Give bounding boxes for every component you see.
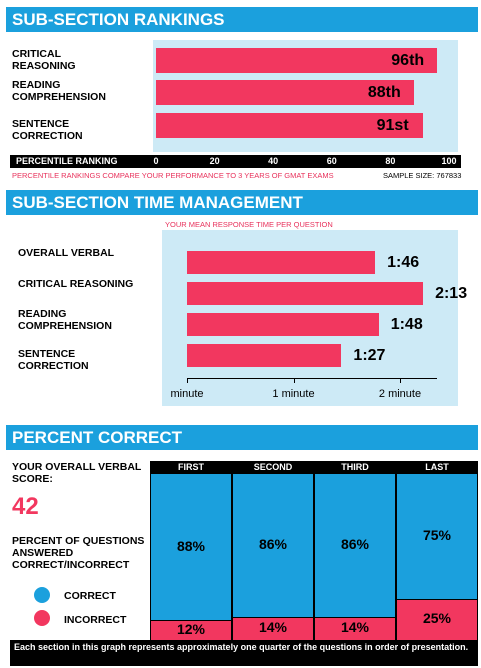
data-label: 86% (258, 536, 288, 553)
tick-label: 2 minute (378, 388, 422, 400)
legend-incorrect-label: INCORRECT (64, 614, 127, 626)
data-label: 1:27 (353, 347, 386, 364)
bar-correct (150, 474, 232, 621)
category-label: READING COMPREHENSION (12, 79, 106, 103)
category-label: SENTENCE CORRECTION (12, 118, 83, 142)
tick-mark (187, 378, 188, 383)
data-label: 75% (422, 527, 452, 544)
legend-correct-swatch (34, 587, 50, 603)
data-label: 14% (340, 619, 370, 636)
bar (187, 344, 342, 367)
bar-incorrect (314, 616, 396, 640)
rankings-axis-bar: PERCENTILE RANKING 0 20 40 60 80 100 (10, 155, 461, 168)
sample-size: SAMPLE SIZE: 767833 (383, 171, 462, 180)
bar-incorrect (150, 620, 232, 640)
time-subtitle: YOUR MEAN RESPONSE TIME PER QUESTION (165, 220, 333, 229)
bar-correct (232, 474, 314, 617)
bar-correct (314, 474, 396, 617)
category-label: SECOND (253, 462, 293, 472)
tick-label: 0 (153, 156, 159, 166)
data-label: 88th (367, 84, 401, 101)
bar-incorrect (232, 616, 314, 640)
tick-label: 1 minute (272, 388, 315, 400)
data-label: 14% (258, 619, 288, 636)
category-label: THIRD (341, 462, 369, 472)
time-title: SUB-SECTION TIME MANAGEMENT (6, 190, 478, 215)
category-label: SENTENCE CORRECTION (18, 348, 89, 372)
data-label: 86% (340, 536, 370, 553)
data-label: 88% (176, 538, 206, 555)
bar (156, 48, 438, 73)
percent-footnote: Each section in this graph represents ap… (10, 640, 478, 666)
category-label: CRITICAL REASONING (12, 48, 76, 72)
category-label: READING COMPREHENSION (18, 308, 112, 332)
category-label: CRITICAL REASONING (18, 278, 134, 290)
category-label: LAST (425, 462, 449, 472)
rankings-footnote: PERCENTILE RANKINGS COMPARE YOUR PERFORM… (12, 171, 334, 180)
bar (187, 282, 424, 305)
tick-label: minute (170, 388, 204, 400)
legend-incorrect-swatch (34, 610, 50, 626)
data-label: 2:13 (435, 285, 468, 302)
data-label: 1:46 (387, 254, 420, 271)
rankings-axis-label: PERCENTILE RANKING (16, 156, 118, 166)
overall-score-value: 42 (12, 493, 39, 520)
bar (156, 80, 414, 105)
rankings-title: SUB-SECTION RANKINGS (6, 7, 478, 32)
tick-label: 100 (441, 156, 457, 166)
data-label: 12% (176, 621, 206, 638)
bar (187, 251, 376, 274)
bar (156, 113, 423, 138)
tick-label: 20 (209, 156, 220, 166)
tick-mark (293, 378, 295, 383)
bar-correct (396, 474, 478, 599)
data-label: 96th (391, 52, 425, 69)
percent-header-bar (150, 461, 478, 474)
time-axis-line (187, 378, 437, 379)
bar (187, 313, 379, 336)
percent-title: PERCENT CORRECT (6, 425, 478, 450)
bar-incorrect (396, 598, 478, 640)
tick-label: 80 (385, 156, 396, 166)
tick-label: 60 (326, 156, 337, 166)
overall-score-label: YOUR OVERALL VERBAL SCORE: (12, 461, 142, 485)
legend-correct-label: CORRECT (64, 590, 116, 602)
category-label: FIRST (178, 462, 204, 472)
category-label: OVERALL VERBAL (18, 247, 115, 259)
tick-label: 40 (268, 156, 279, 166)
data-label: 25% (422, 610, 452, 627)
data-label: 1:48 (390, 316, 423, 333)
questions-label: PERCENT OF QUESTIONS ANSWERED CORRECT/IN… (12, 535, 145, 571)
tick-mark (400, 378, 401, 383)
data-label: 91st (376, 117, 409, 134)
